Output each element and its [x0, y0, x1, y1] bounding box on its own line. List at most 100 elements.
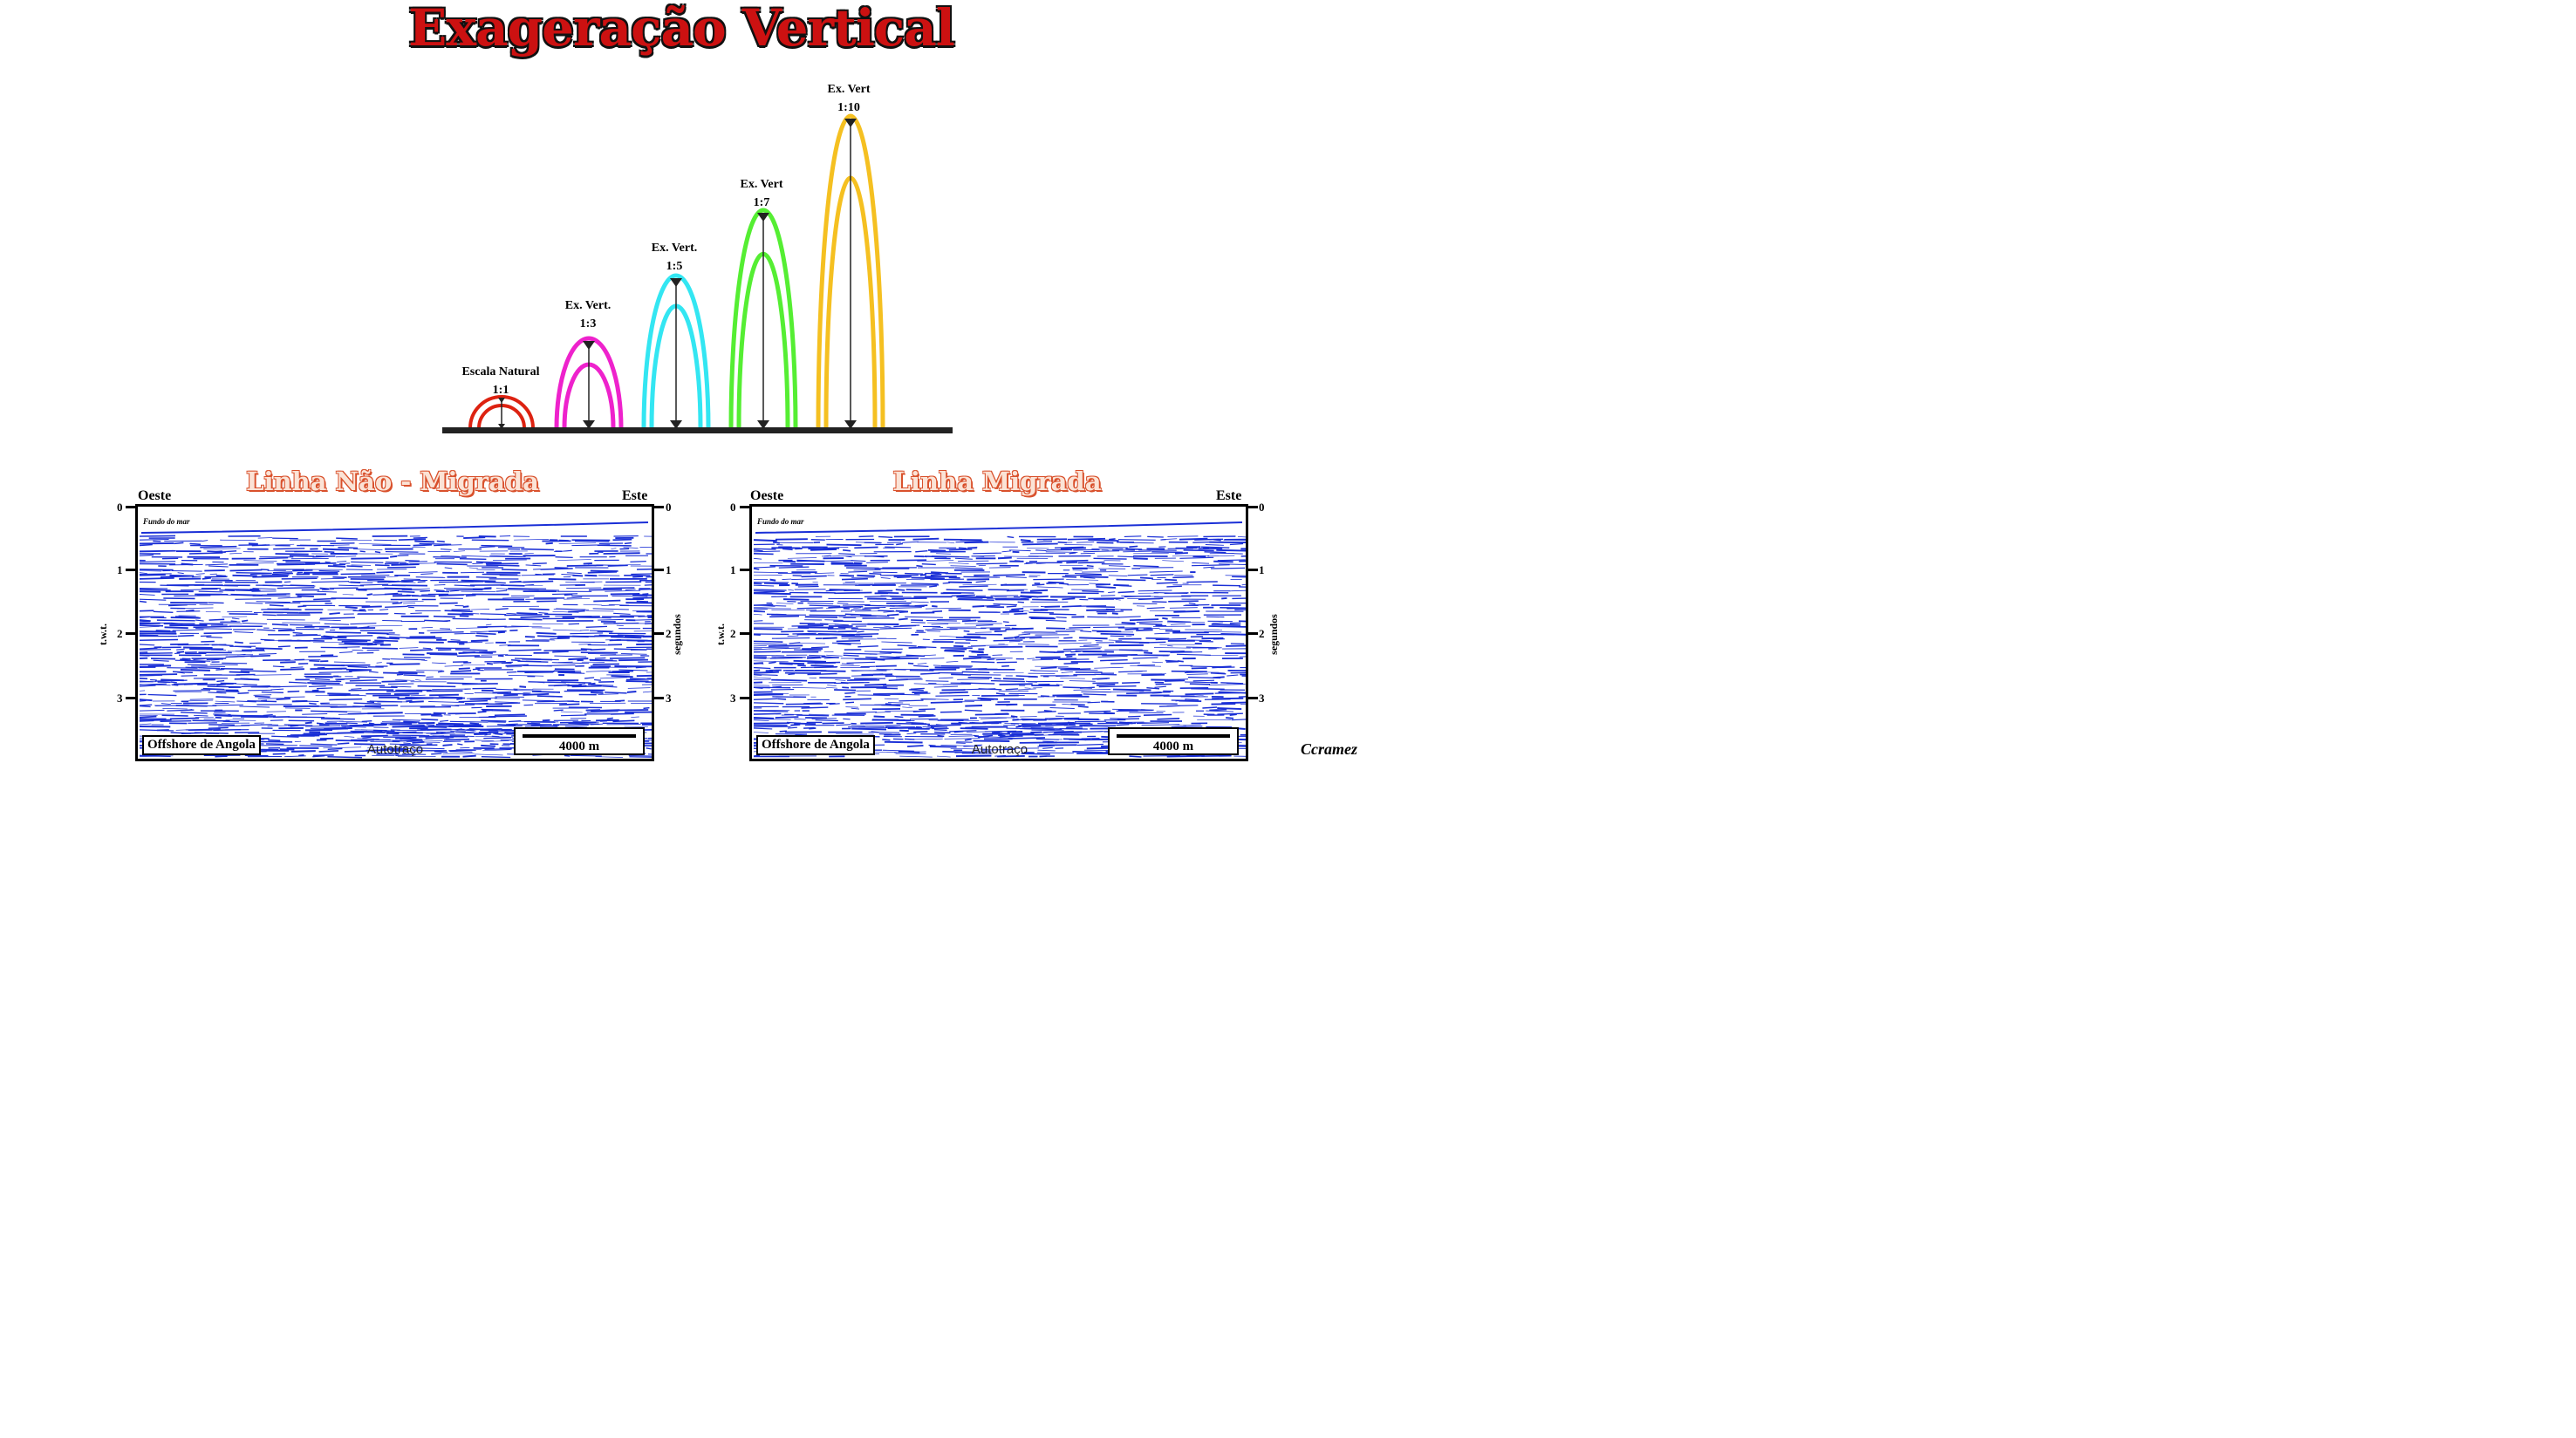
reflector-segment: [1070, 651, 1081, 653]
reflector-segment: [753, 719, 769, 721]
reflector-segment: [542, 719, 550, 722]
reflector-segment: [296, 627, 315, 629]
reflector-segment: [372, 729, 395, 733]
reflector-segment: [1238, 620, 1246, 623]
reflector-segment: [403, 742, 411, 745]
reflector-segment: [887, 702, 904, 704]
reflector-segment: [524, 671, 553, 674]
reflector-segment: [639, 547, 652, 549]
reflector-segment: [837, 601, 864, 603]
reflector-segment: [1122, 681, 1140, 685]
reflector-segment: [177, 572, 184, 575]
reflector-segment: [176, 607, 214, 610]
reflector-segment: [594, 657, 606, 659]
reflector-segment: [753, 673, 778, 676]
reflector-segment: [403, 674, 426, 677]
reflector-segment: [147, 693, 177, 697]
tick-right-2: 2: [1259, 627, 1265, 640]
tick-right-3: 3: [666, 692, 672, 705]
tick-left-1: 1: [730, 563, 736, 576]
reflector-segment: [1058, 583, 1069, 585]
reflector-segment: [753, 606, 776, 609]
reflector-segment: [327, 755, 363, 759]
reflector-segment: [395, 736, 417, 739]
ground-line: [442, 427, 953, 433]
reflector-segment: [559, 703, 580, 706]
reflector-segment: [431, 753, 442, 755]
reflector-segment: [405, 559, 420, 562]
reflector-segment: [1007, 731, 1023, 733]
reflector-segment: [514, 690, 542, 692]
reflector-segment: [905, 721, 924, 724]
reflector-segment: [822, 637, 837, 640]
reflector-segment: [809, 727, 817, 730]
reflector-segment: [632, 594, 652, 596]
reflector-segment: [139, 644, 155, 646]
reflector-segment: [393, 692, 420, 696]
reflector-segment: [612, 538, 632, 542]
reflector-segment: [921, 563, 936, 566]
reflector-segment: [529, 608, 550, 610]
reflector-segment: [857, 630, 864, 633]
west-label: Oeste: [750, 488, 784, 503]
reflector-segment: [753, 658, 767, 659]
reflector-segment: [591, 709, 620, 712]
reflector-segment: [632, 596, 652, 599]
reflector-segment: [1057, 658, 1090, 661]
reflector-segment: [646, 747, 652, 750]
reflector-segment: [156, 729, 169, 732]
reflector-segment: [787, 557, 817, 559]
reflector-segment: [861, 673, 893, 676]
reflector-segment: [318, 671, 352, 673]
reflector-segment: [289, 555, 315, 557]
arch-label-line1: Ex. Vert.: [651, 242, 698, 255]
reflector-segment: [1052, 694, 1083, 697]
reflector-segment: [434, 590, 445, 591]
seconds-axis-label: segundos: [1267, 614, 1280, 655]
reflector-segment: [787, 635, 799, 637]
reflector-segment: [1155, 624, 1167, 627]
reflector-segment: [409, 700, 424, 704]
reflector-segment: [291, 699, 308, 703]
reflector-segment: [888, 678, 908, 682]
reflector-segment: [341, 539, 372, 542]
reflector-segment: [380, 721, 417, 725]
reflector-segment: [836, 724, 851, 726]
reflector-segment: [769, 578, 776, 582]
reflector-segment: [807, 603, 834, 604]
tick-left-3: 3: [730, 692, 736, 705]
reflector-segment: [948, 562, 969, 564]
reflector-segment: [635, 666, 646, 669]
reflector-segment: [1054, 546, 1084, 549]
reflector-segment: [414, 678, 421, 681]
reflector-segment: [753, 571, 789, 574]
reflector-segment: [392, 739, 423, 742]
reflector-segment: [1171, 670, 1207, 673]
reflector-segment: [899, 617, 908, 621]
reflector-segment: [1229, 713, 1237, 716]
location-label: Offshore de Angola: [756, 735, 875, 755]
reflector-segment: [944, 719, 980, 721]
reflector-segment: [1112, 708, 1145, 711]
reflector-segment: [1069, 680, 1096, 682]
reflector-segment: [160, 575, 190, 578]
reflector-segment: [521, 574, 555, 576]
reflector-segment: [337, 560, 347, 562]
reflector-segment: [885, 726, 915, 727]
reflector-segment: [222, 662, 248, 664]
reflector-segment: [1066, 655, 1073, 658]
reflector-segment: [1073, 689, 1111, 691]
reflector-segment: [1232, 576, 1246, 578]
reflector-segment: [917, 560, 954, 562]
reflector-segment: [462, 754, 476, 758]
reflector-segment: [1056, 617, 1067, 619]
reflector-segment: [1087, 701, 1101, 704]
reflector-segment: [1208, 625, 1246, 628]
reflector-segment: [1191, 687, 1225, 691]
reflector-segment: [454, 712, 475, 715]
reflector-segment: [413, 536, 427, 539]
reflector-segment: [338, 627, 376, 630]
reflector-segment: [1141, 724, 1180, 726]
reflector-segment: [495, 688, 518, 691]
reflector-segment: [1083, 693, 1107, 696]
